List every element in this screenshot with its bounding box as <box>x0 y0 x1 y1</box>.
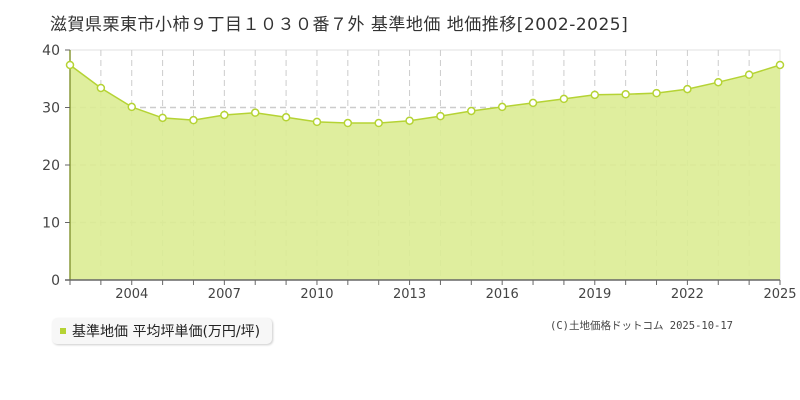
legend: 基準地価 平均坪単価(万円/坪) <box>52 318 273 344</box>
legend-swatch-icon <box>60 328 66 334</box>
legend-label: 基準地価 平均坪単価(万円/坪) <box>72 324 261 340</box>
svg-text:40: 40 <box>42 43 60 59</box>
svg-text:30: 30 <box>42 101 60 117</box>
svg-text:2007: 2007 <box>208 287 241 302</box>
data-line <box>69 64 781 124</box>
data-points <box>65 60 785 128</box>
svg-text:2013: 2013 <box>393 287 426 302</box>
svg-text:2025: 2025 <box>763 287 796 302</box>
x-axis-labels: 2004 2007 2010 2013 2016 2019 2022 2025 <box>115 287 796 302</box>
svg-text:0: 0 <box>51 273 60 289</box>
copyright-text: (C)土地価格ドットコム 2025-10-17 <box>550 320 734 332</box>
svg-text:2016: 2016 <box>486 287 519 302</box>
svg-text:10: 10 <box>42 216 60 232</box>
svg-text:2019: 2019 <box>578 287 611 302</box>
svg-text:2010: 2010 <box>300 287 333 302</box>
svg-text:2022: 2022 <box>671 287 704 302</box>
chart-title: 滋賀県栗東市小柿９丁目１０３０番７外 基準地価 地価推移[2002-2025] <box>50 15 629 35</box>
axes <box>65 49 781 285</box>
svg-text:2004: 2004 <box>115 287 148 302</box>
svg-text:20: 20 <box>42 158 60 174</box>
y-axis-labels: 0 10 20 30 40 <box>42 43 60 289</box>
data-area <box>70 65 780 280</box>
